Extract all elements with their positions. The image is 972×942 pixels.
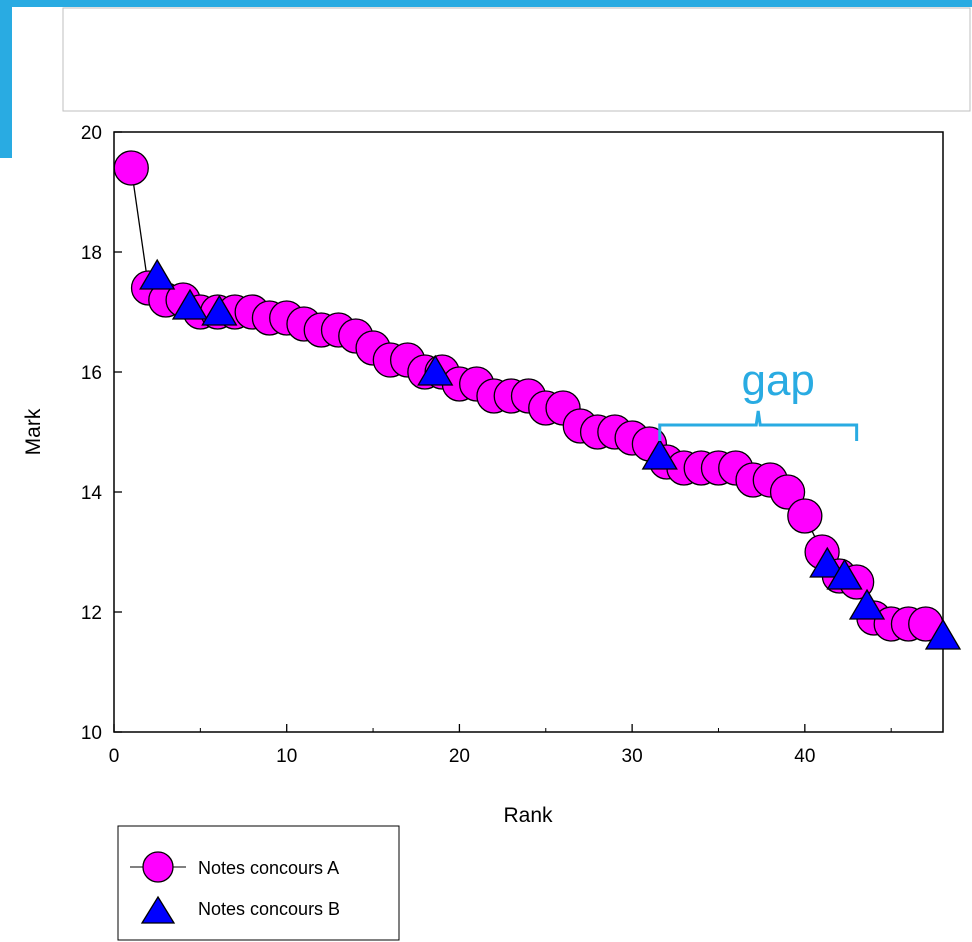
series-b-point <box>924 618 962 650</box>
x-tick-label: 0 <box>109 746 120 767</box>
x-tick-label: 10 <box>276 746 297 767</box>
legend-b-label: Notes concours B <box>198 899 340 919</box>
series-a-point <box>769 474 806 510</box>
series-a-point <box>113 150 149 186</box>
x-tick-label: 30 <box>622 746 643 767</box>
legend: Notes concours A Notes concours B <box>117 825 400 941</box>
y-axis-title: Mark <box>22 408 45 455</box>
series-a-point <box>787 498 823 534</box>
y-tick-label: 14 <box>81 483 103 504</box>
series-b-point <box>809 546 846 578</box>
series-b-point <box>139 258 176 290</box>
y-tick-label: 16 <box>81 363 102 384</box>
x-tick-label: 40 <box>794 746 815 767</box>
series-b-point <box>641 438 678 470</box>
series-b-point <box>848 588 886 620</box>
legend-a-marker <box>142 851 174 883</box>
legend-a-label: Notes concours A <box>198 858 339 878</box>
gap-annotation: gap <box>658 356 859 441</box>
legend-b-marker <box>140 895 176 924</box>
series-b-point <box>201 294 238 326</box>
series-b-markers <box>139 258 962 650</box>
x-axis-title: Rank <box>503 804 553 827</box>
gap-brace <box>658 410 859 441</box>
axis-ticks: 0 10 20 30 40 10 12 14 16 18 20 <box>81 123 892 767</box>
slide-left-bar <box>0 0 12 158</box>
y-tick-label: 10 <box>81 723 102 744</box>
series-b-point <box>417 354 454 386</box>
y-tick-label: 12 <box>81 603 102 624</box>
slide-top-bar <box>0 0 972 7</box>
title-placeholder-box <box>62 7 971 112</box>
y-tick-label: 18 <box>81 243 102 264</box>
y-tick-label: 20 <box>81 123 102 144</box>
plot-area-frame <box>113 131 944 733</box>
series-b-point <box>826 558 863 590</box>
gap-label: gap <box>741 356 814 405</box>
series-b-point <box>171 288 209 320</box>
x-tick-label: 20 <box>449 746 470 767</box>
